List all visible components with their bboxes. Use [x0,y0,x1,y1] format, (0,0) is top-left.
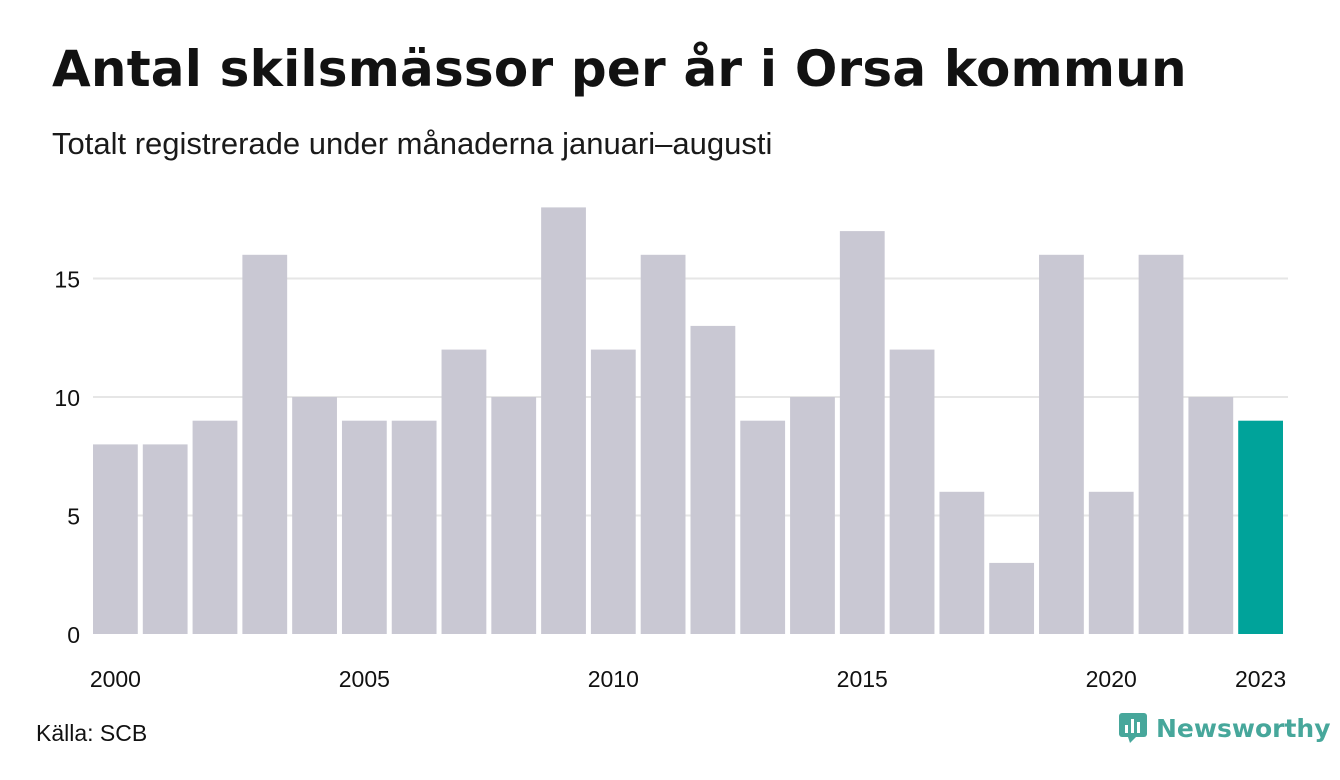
x-tick-label: 2023 [1235,666,1286,692]
bar-2005 [341,420,387,634]
x-tick-label: 2000 [90,666,141,692]
bar-2016 [889,349,935,634]
bar-2011 [640,254,686,635]
bar-2020 [1088,491,1134,634]
bar-2001 [142,444,188,634]
x-axis-ticks: 2000 2005 2010 2015 2020 2023 [90,666,1286,692]
bar-2004 [292,397,337,634]
bar-2010 [590,349,636,634]
bar-2012 [690,325,736,634]
x-tick-label: 2020 [1086,666,1137,692]
x-tick-label: 2015 [837,666,888,692]
chart-subtitle: Totalt registrerade under månaderna janu… [52,126,773,161]
bar-2003 [242,254,288,635]
bar-2023 [1238,420,1283,634]
y-tick-label: 5 [67,504,80,530]
chart-title: Antal skilsmässor per år i Orsa kommun [52,40,1187,98]
brand-logo: Newsworthy [1118,712,1331,744]
y-tick-label: 0 [67,622,80,648]
bar-2008 [491,397,537,634]
bar-2013 [740,420,786,634]
source-note: Källa: SCB [36,720,148,746]
bar-2007 [441,349,487,634]
bar-2009 [541,207,586,634]
newsworthy-logo-icon [1119,713,1147,743]
x-tick-label: 2005 [339,666,390,692]
bar-2021 [1138,254,1184,635]
bar-2002 [192,420,238,634]
bar-2022 [1188,397,1234,634]
y-tick-label: 15 [54,267,80,293]
bar-2006 [391,420,437,634]
bar-2018 [989,562,1035,634]
bar-2015 [839,231,885,634]
bars [93,207,1283,635]
bar-2000 [93,444,138,634]
x-tick-label: 2010 [588,666,639,692]
y-tick-label: 10 [54,385,80,411]
bar-2014 [790,397,835,634]
brand-name: Newsworthy [1156,713,1331,743]
y-axis-ticks: 0 5 10 15 [54,267,80,649]
bar-2019 [1039,254,1084,635]
bar-2017 [939,491,985,634]
